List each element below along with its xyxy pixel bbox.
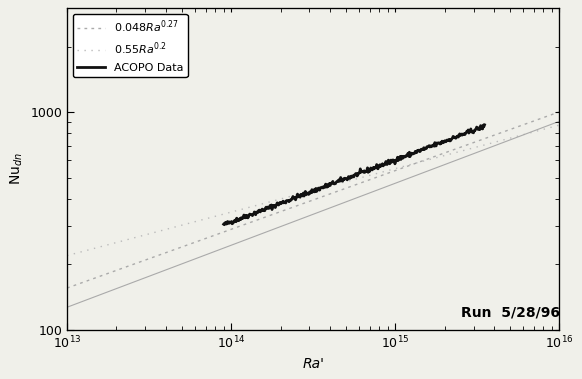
- ACOPO Data: [324, 182, 331, 187]
- $0.048Ra^{0.27}$: [300, 201, 307, 205]
- Line: $0.55Ra^{0.2}$: $0.55Ra^{0.2}$: [67, 125, 559, 255]
- Y-axis label: Nu$_{dn}$: Nu$_{dn}$: [8, 152, 24, 185]
- ACOPO Data: [409, 152, 416, 157]
- $0.55Ra^{0.2}$: [357, 175, 364, 180]
- $0.55Ra^{0.2}$: [63, 253, 70, 258]
- $0.048Ra^{0.27}$: [544, 114, 551, 118]
- $0.55Ra^{0.2}$: [467, 146, 474, 151]
- ACOPO Data: [221, 222, 228, 227]
- $0.048Ra^{0.27}$: [297, 202, 304, 207]
- $0.048Ra^{0.27}$: [330, 190, 337, 195]
- $0.55Ra^{0.2}$: [330, 183, 337, 187]
- ACOPO Data: [410, 151, 417, 156]
- X-axis label: Ra': Ra': [302, 357, 324, 371]
- Legend: $0.048Ra^{0.27}$, $0.55Ra^{0.2}$, ACOPO Data: $0.048Ra^{0.27}$, $0.55Ra^{0.2}$, ACOPO …: [73, 14, 187, 77]
- Text: Run  5/28/96: Run 5/28/96: [460, 305, 559, 319]
- $0.55Ra^{0.2}$: [300, 191, 307, 195]
- ACOPO Data: [252, 212, 259, 217]
- $0.048Ra^{0.27}$: [467, 141, 474, 146]
- ACOPO Data: [306, 190, 313, 194]
- $0.048Ra^{0.27}$: [63, 286, 70, 290]
- $0.55Ra^{0.2}$: [556, 123, 563, 127]
- Line: $0.048Ra^{0.27}$: $0.048Ra^{0.27}$: [67, 112, 559, 288]
- $0.55Ra^{0.2}$: [544, 126, 551, 130]
- ACOPO Data: [481, 122, 488, 127]
- ACOPO Data: [220, 222, 227, 227]
- ACOPO Data: [385, 158, 392, 163]
- $0.048Ra^{0.27}$: [357, 181, 364, 185]
- Line: ACOPO Data: ACOPO Data: [223, 125, 485, 225]
- $0.048Ra^{0.27}$: [556, 110, 563, 114]
- $0.55Ra^{0.2}$: [297, 191, 304, 196]
